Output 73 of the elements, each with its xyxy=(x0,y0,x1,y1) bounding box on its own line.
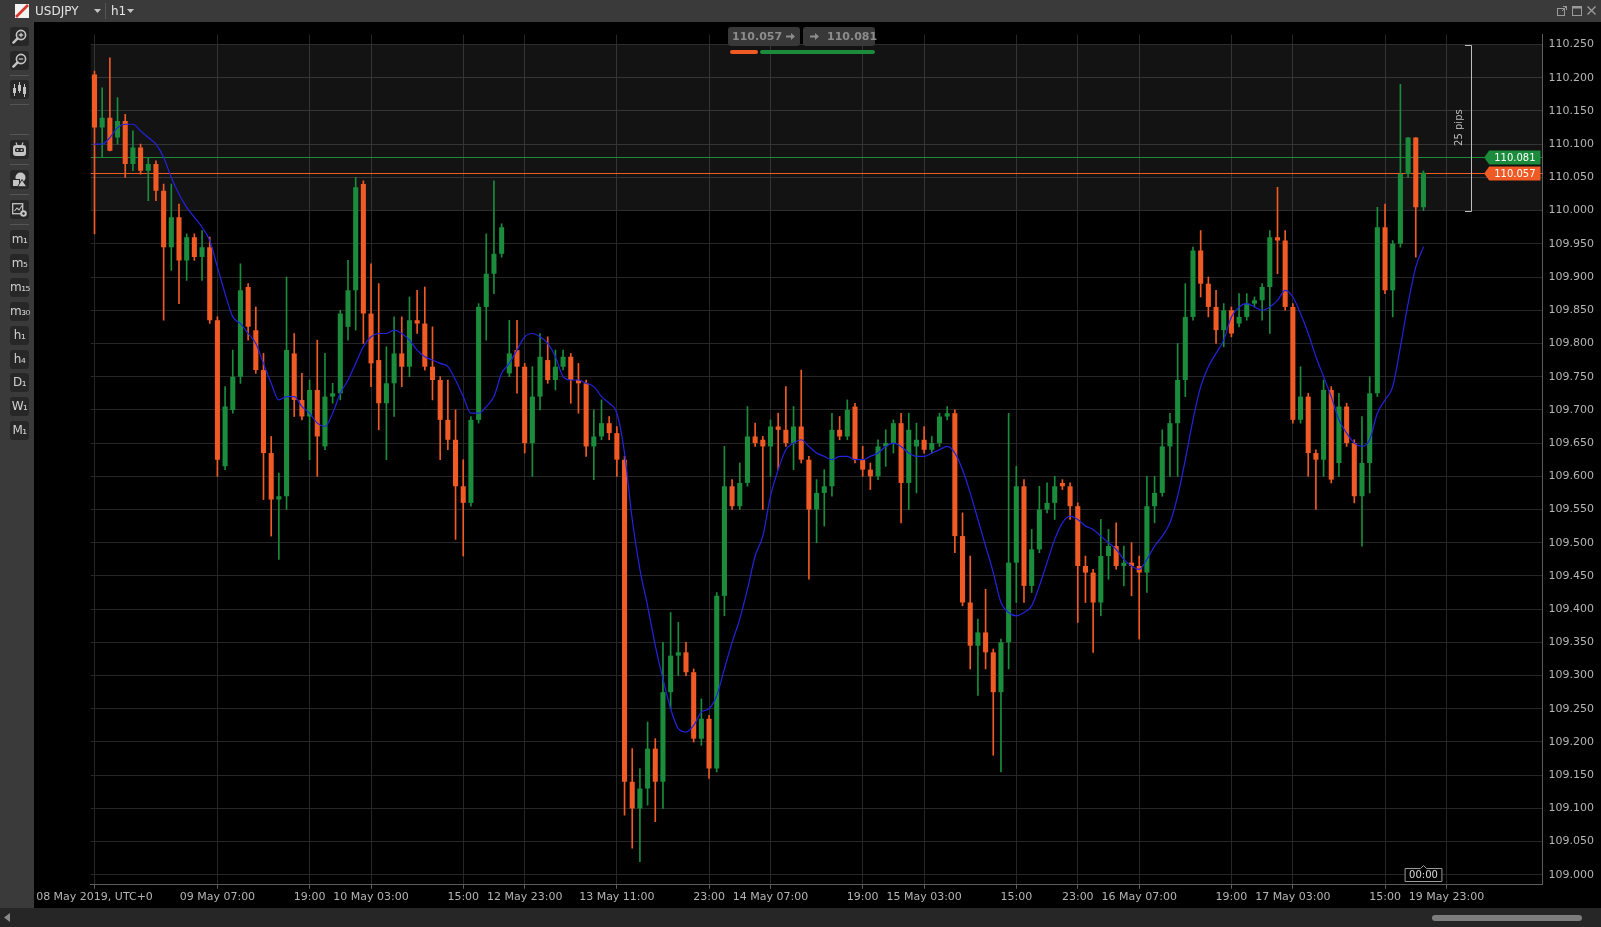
x-tick-label: 13 May 11:00 xyxy=(579,890,655,904)
y-tick-label: 109.900 xyxy=(1548,269,1595,283)
timeframe-button: W₁ xyxy=(10,397,29,417)
y-tick-label: 109.050 xyxy=(1548,834,1595,848)
x-tick-label: 16 May 07:00 xyxy=(1101,890,1177,904)
candlestick xyxy=(783,386,789,447)
y-tick-label: 109.950 xyxy=(1548,236,1595,250)
x-tick-label: 15 May 03:00 xyxy=(886,890,962,904)
x-tick-label: 23:00 xyxy=(693,890,725,904)
y-tick-label: 109.800 xyxy=(1548,336,1595,350)
candlestick xyxy=(675,622,681,676)
candlestick xyxy=(591,409,597,480)
y-tick-label: 109.100 xyxy=(1548,801,1595,815)
line-series xyxy=(93,123,1425,733)
candlestick xyxy=(491,180,497,294)
candlestick xyxy=(1044,482,1050,514)
y-tick-label: 109.600 xyxy=(1548,469,1595,483)
candlestick xyxy=(199,230,205,281)
candlestick xyxy=(1236,293,1242,328)
candlestick xyxy=(276,472,282,560)
timeframe-button: D₁ xyxy=(10,373,29,393)
y-tick-label: 110.050 xyxy=(1548,170,1595,184)
x-tick-label: 15:00 xyxy=(1369,890,1401,904)
x-tick-label: 19 May 23:00 xyxy=(1408,890,1485,904)
y-tick-label: 109.250 xyxy=(1548,701,1595,715)
y-tick-label: 109.700 xyxy=(1548,402,1595,416)
x-tick-label: 12 May 23:00 xyxy=(486,890,563,904)
y-tick-label: 109.500 xyxy=(1548,535,1595,549)
y-tick-label: 110.150 xyxy=(1548,103,1595,117)
x-tick-label: 08 May 2019, UTC+0 xyxy=(36,890,153,904)
y-tick-label: 109.200 xyxy=(1548,734,1595,748)
y-tick-label: 109.550 xyxy=(1548,502,1595,516)
chart-title: USDJPY xyxy=(35,3,79,19)
y-tick-label: 109.150 xyxy=(1548,768,1595,782)
x-tick-label: 19:00 xyxy=(846,890,879,904)
x-tick-label: 10 May 03:00 xyxy=(333,890,409,904)
timeframe-button: M₁ xyxy=(10,421,29,441)
candlestick xyxy=(1313,449,1319,510)
x-tick-label: 15:00 xyxy=(447,890,480,904)
y-tick-label: 109.650 xyxy=(1548,435,1595,449)
x-tick-label: 23:00 xyxy=(1061,890,1094,904)
band-label: 25 pips xyxy=(1452,109,1464,146)
y-tick-label: 110.200 xyxy=(1548,70,1595,84)
x-tick-label: 09 May 07:00 xyxy=(179,890,256,904)
y-tick-label: 109.300 xyxy=(1548,668,1595,682)
candlestick xyxy=(399,316,405,387)
x-tick-label: 14 May 07:00 xyxy=(732,890,809,904)
y-tick-label: 109.850 xyxy=(1548,303,1595,317)
candlestick xyxy=(414,289,420,334)
y-tick-label: 109.400 xyxy=(1548,602,1595,616)
y-tick-label: 110.100 xyxy=(1548,137,1595,151)
x-tick-label: 17 May 03:00 xyxy=(1255,890,1331,904)
candlestick xyxy=(775,412,781,470)
y-tick-label: 109.750 xyxy=(1548,369,1595,383)
ref-line-label: 110.081 xyxy=(1494,151,1536,163)
y-tick-label: 110.250 xyxy=(1548,37,1595,51)
annotation: 00:00 xyxy=(1409,869,1438,881)
y-tick-label: 109.350 xyxy=(1548,635,1595,649)
ref-line-label: 110.057 xyxy=(1494,167,1536,179)
y-tick-label: 109.450 xyxy=(1548,568,1595,582)
x-tick-label: 15:00 xyxy=(1000,890,1033,904)
x-tick-label: 19:00 xyxy=(293,890,326,904)
timeframe-button: m₁ xyxy=(10,230,29,249)
x-tick-label: 19:00 xyxy=(1215,890,1248,904)
chart-subtitle: h1 xyxy=(111,3,127,19)
candlestick xyxy=(637,768,643,862)
candlestick xyxy=(975,618,981,696)
candlestick xyxy=(821,469,827,527)
candlestick xyxy=(629,748,635,849)
y-tick-label: 110.000 xyxy=(1548,203,1595,217)
candlestick xyxy=(460,459,466,557)
y-tick-label: 109.000 xyxy=(1548,867,1595,881)
candlestick xyxy=(514,319,520,394)
